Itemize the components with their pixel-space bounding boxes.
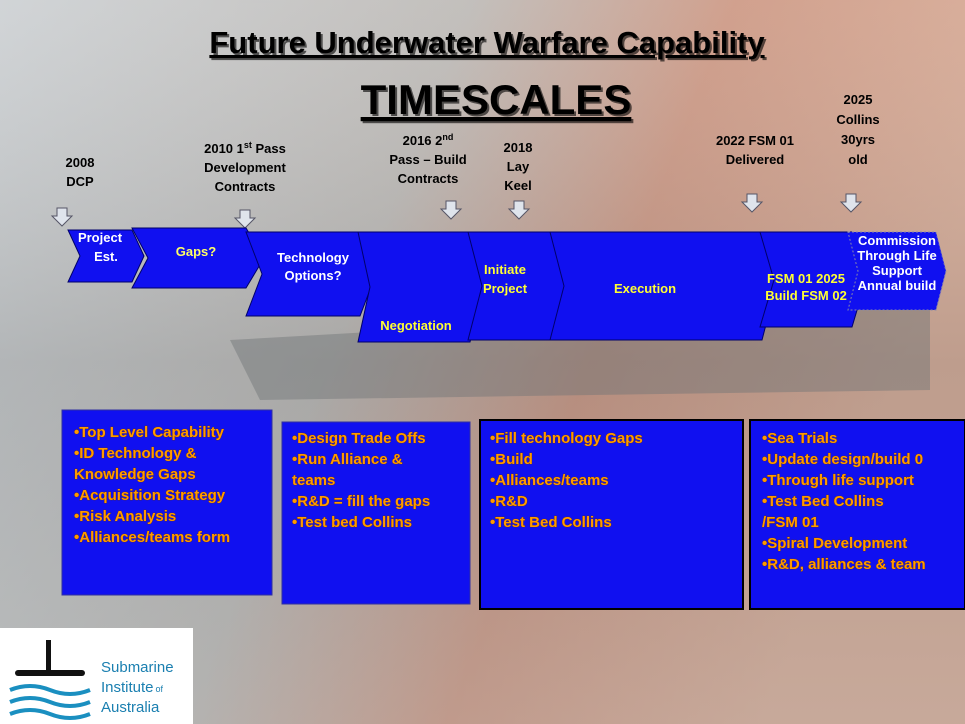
slide: Future Underwater Warfare Capability Fut… (0, 0, 965, 724)
milestone-text: Development (204, 160, 286, 175)
bullet-text: •Fill technology Gaps (490, 430, 643, 447)
milestone-sup: st (244, 140, 252, 150)
phase-label: Negotiation (380, 318, 452, 333)
subtitle: TIMESCALES (361, 76, 632, 123)
bullet-text: •Through life support (762, 472, 914, 489)
phase-label: Technology (277, 250, 350, 265)
logo-text: Submarine (101, 659, 174, 676)
milestone-text: Contracts (398, 171, 459, 186)
bullet-text: •ID Technology & (74, 445, 197, 462)
phase-label: Commission (858, 233, 936, 248)
phase-label: FSM 01 2025 (767, 271, 845, 286)
logo-text: Institute (101, 679, 154, 696)
bullet-text: •R&D (490, 493, 528, 510)
phase-label: Annual build (858, 278, 937, 293)
phase-label: Through Life (857, 248, 936, 263)
bullet-text: •Build (490, 451, 533, 468)
bullet-text: •Alliances/teams form (74, 529, 230, 546)
milestone-text: 2022 FSM 01 (716, 133, 794, 148)
milestone-text: Collins (836, 112, 879, 127)
bullet-text: •R&D, alliances & team (762, 556, 926, 573)
milestone-text: Keel (504, 178, 531, 193)
milestone-text: DCP (66, 174, 94, 189)
logo-text: of (156, 684, 164, 694)
milestone-text: old (848, 152, 868, 167)
milestone-sup: nd (442, 132, 453, 142)
bullet-text: •Test Bed Collins (490, 514, 612, 531)
bullet-text: •Design Trade Offs (292, 430, 426, 447)
bullet-text: •Test bed Collins (292, 514, 412, 531)
info-box (282, 422, 470, 604)
logo-sail (46, 640, 51, 672)
milestone-text: 2025 (844, 92, 873, 107)
milestone-text: 2018 (504, 140, 533, 155)
bullet-text: /FSM 01 (762, 514, 819, 531)
bullet-text: Knowledge Gaps (74, 466, 196, 483)
page: Future Underwater Warfare Capability Fut… (0, 0, 965, 724)
bullet-text: •Run Alliance & (292, 451, 403, 468)
milestone-text: Contracts (215, 179, 276, 194)
phase-label: Est. (94, 249, 118, 264)
phase-label: Support (872, 263, 922, 278)
bullet-text: •Spiral Development (762, 535, 907, 552)
milestone-text: 30yrs (841, 132, 875, 147)
milestone-text: Lay (507, 159, 530, 174)
bullet-text: •Acquisition Strategy (74, 487, 226, 504)
milestone-text: Delivered (726, 152, 785, 167)
bullet-text: •Risk Analysis (74, 508, 176, 525)
bullet-text: teams (292, 472, 335, 489)
phase-label: Gaps? (176, 244, 217, 259)
bullet-text: •Sea Trials (762, 430, 837, 447)
milestone-text: Pass (252, 141, 286, 156)
title: Future Underwater Warfare Capability (209, 25, 765, 60)
phase-label: Options? (284, 268, 341, 283)
bullet-text: •Test Bed Collins (762, 493, 884, 510)
bullet-text: •Alliances/teams (490, 472, 609, 489)
phase-label: Build FSM 02 (765, 288, 847, 303)
phase-label: Project (483, 281, 528, 296)
phase-label: Project (78, 230, 123, 245)
milestone-text: 2016 2 (403, 133, 443, 148)
bullet-text: •Top Level Capability (74, 424, 225, 441)
bullet-text: •Update design/build 0 (762, 451, 923, 468)
milestone-text: 2010 1 (204, 141, 244, 156)
milestone-text: 2008 (66, 155, 95, 170)
phase-label: Execution (614, 281, 676, 296)
phase-label: Initiate (484, 262, 526, 277)
milestone-text: Pass – Build (389, 152, 466, 167)
logo-text: Australia (101, 699, 160, 716)
bullet-text: •R&D = fill the gaps (292, 493, 430, 510)
